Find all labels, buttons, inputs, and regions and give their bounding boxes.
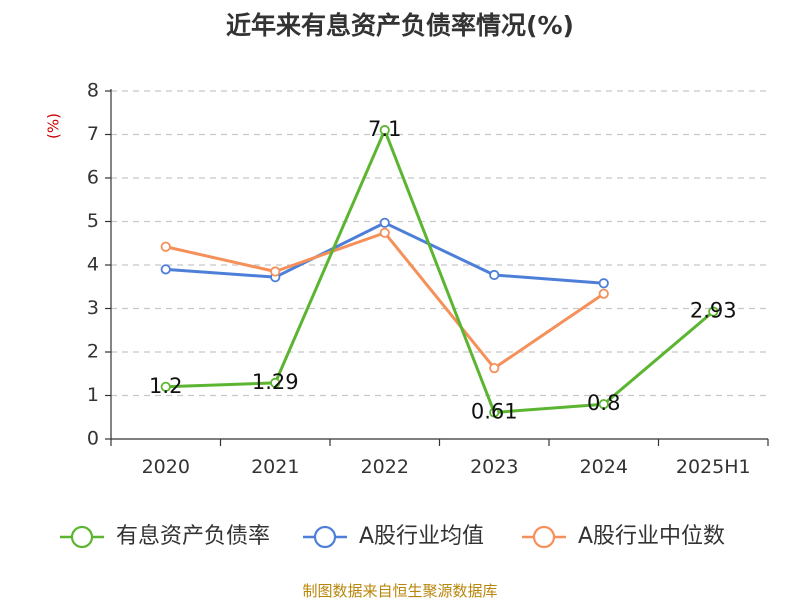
y-tick-label: 0 [87, 428, 99, 450]
series-line [165, 128, 715, 414]
data-label: 7.1 [368, 117, 401, 141]
x-tick-label: 2020 [142, 456, 190, 478]
data-label: 1.29 [252, 370, 299, 394]
series-line [165, 231, 605, 370]
series-lines [160, 125, 719, 418]
series-point [160, 264, 171, 275]
series-point [270, 377, 281, 388]
series-point [379, 125, 390, 136]
series-point [270, 266, 281, 277]
legend-marker [70, 525, 94, 549]
y-tick-label: 7 [87, 123, 99, 145]
chart-title: 近年来有息资产负债率情况(%) [226, 11, 574, 40]
data-label: 0.8 [587, 391, 620, 415]
legend-label: 有息资产负债率 [116, 524, 270, 549]
series-point [598, 278, 609, 289]
legend-label: A股行业均值 [359, 524, 484, 549]
x-tick-label: 2025H1 [676, 456, 751, 478]
series-point [379, 227, 390, 238]
legend-label: A股行业中位数 [578, 524, 725, 549]
series-point [598, 399, 609, 410]
legend-marker [532, 525, 556, 549]
series-point [489, 362, 500, 374]
source-note: 制图数据来自恒生聚源数据库 [302, 582, 497, 600]
y-tick-label: 3 [87, 297, 99, 319]
y-axis-label: (%) [45, 113, 63, 139]
series-point [160, 241, 171, 252]
x-tick-label: 2021 [251, 456, 299, 478]
series-point [379, 217, 390, 228]
x-tick-label: 2023 [470, 456, 518, 478]
x-tick-label: 2024 [580, 456, 628, 478]
x-tick-label: 2022 [361, 456, 409, 478]
y-tick-label: 4 [87, 254, 99, 276]
y-tick-label: 2 [87, 341, 99, 363]
legend-marker [313, 525, 337, 549]
y-tick-label: 5 [87, 210, 99, 232]
y-tick-label: 1 [87, 384, 99, 406]
series-point [489, 269, 500, 281]
data-label: 1.2 [149, 374, 182, 398]
series-point [598, 288, 609, 299]
series-point [160, 381, 171, 392]
data-labels: 1.2 1.29 7.1 0.61 0.8 2.93 [149, 117, 737, 423]
legend: 有息资产负债率 A股行业均值 A股行业中位数 [60, 524, 725, 549]
y-tick-label: 6 [87, 167, 99, 189]
series-point [489, 407, 500, 418]
y-tick-label: 8 [87, 80, 99, 102]
data-label: 0.61 [471, 399, 518, 423]
axes: 0 1 2 3 4 5 6 7 8 2020 2021 2022 2023 2024 2025H1 [87, 80, 769, 478]
series-point [708, 306, 719, 317]
data-label: 2.93 [690, 299, 737, 323]
